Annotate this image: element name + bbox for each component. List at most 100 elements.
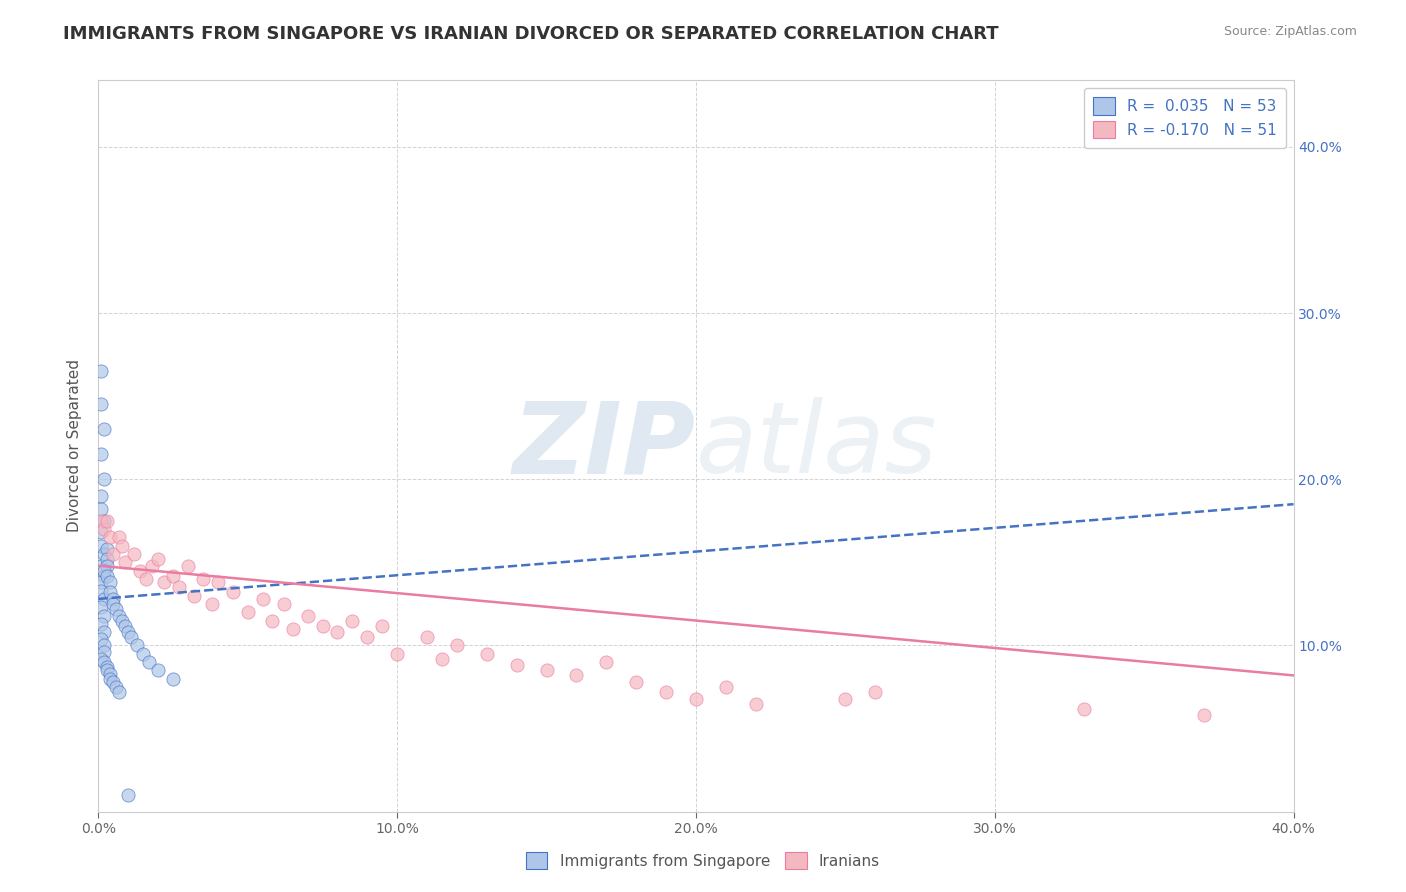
Point xyxy=(124,547,146,561)
Point xyxy=(103,591,125,606)
Point xyxy=(117,788,139,802)
Point xyxy=(167,580,190,594)
Point xyxy=(162,672,184,686)
Point xyxy=(356,630,378,644)
Point xyxy=(153,575,176,590)
Point xyxy=(141,558,163,573)
Point xyxy=(132,647,155,661)
Point xyxy=(108,608,131,623)
Point xyxy=(93,591,115,606)
Point xyxy=(446,639,468,653)
Point xyxy=(201,597,224,611)
Point xyxy=(96,514,118,528)
Point xyxy=(252,591,274,606)
Point xyxy=(626,675,648,690)
Point xyxy=(326,625,349,640)
Point xyxy=(177,558,200,573)
Point xyxy=(105,602,128,616)
Point xyxy=(207,575,229,590)
Point xyxy=(103,597,125,611)
Point xyxy=(93,422,115,436)
Point xyxy=(90,600,112,615)
Point xyxy=(90,558,112,573)
Point xyxy=(714,680,737,694)
Point xyxy=(117,625,139,640)
Point xyxy=(191,572,214,586)
Point xyxy=(93,645,115,659)
Point xyxy=(281,622,304,636)
Point xyxy=(745,697,768,711)
Point xyxy=(90,447,112,461)
Point xyxy=(103,547,125,561)
Point xyxy=(93,472,115,486)
Point xyxy=(98,672,122,686)
Point xyxy=(114,618,136,632)
Point xyxy=(1192,708,1215,723)
Point xyxy=(183,589,205,603)
Point xyxy=(595,655,617,669)
Point xyxy=(93,568,115,582)
Point xyxy=(108,530,131,544)
Point xyxy=(96,568,118,582)
Point xyxy=(865,685,887,699)
Point xyxy=(90,364,112,378)
Point xyxy=(93,522,115,536)
Point xyxy=(96,542,118,557)
Point xyxy=(685,691,707,706)
Point xyxy=(103,675,125,690)
Point xyxy=(430,652,453,666)
Point xyxy=(90,652,112,666)
Legend: Immigrants from Singapore, Iranians: Immigrants from Singapore, Iranians xyxy=(520,846,886,875)
Point xyxy=(385,647,409,661)
Point xyxy=(90,525,112,540)
Point xyxy=(127,639,149,653)
Point xyxy=(135,572,157,586)
Point xyxy=(98,575,122,590)
Legend: R =  0.035   N = 53, R = -0.170   N = 51: R = 0.035 N = 53, R = -0.170 N = 51 xyxy=(1084,88,1286,148)
Point xyxy=(90,575,112,590)
Point xyxy=(93,547,115,561)
Point xyxy=(148,552,170,566)
Point xyxy=(342,614,364,628)
Point xyxy=(93,608,115,623)
Point xyxy=(162,568,184,582)
Point xyxy=(1073,701,1095,715)
Point xyxy=(371,618,394,632)
Point xyxy=(90,514,112,528)
Y-axis label: Divorced or Separated: Divorced or Separated xyxy=(67,359,83,533)
Point xyxy=(111,539,134,553)
Point xyxy=(93,639,115,653)
Point xyxy=(90,502,112,516)
Point xyxy=(98,666,122,681)
Point xyxy=(236,605,259,619)
Text: IMMIGRANTS FROM SINGAPORE VS IRANIAN DIVORCED OR SEPARATED CORRELATION CHART: IMMIGRANTS FROM SINGAPORE VS IRANIAN DIV… xyxy=(63,25,998,43)
Text: Source: ZipAtlas.com: Source: ZipAtlas.com xyxy=(1223,25,1357,38)
Point xyxy=(565,668,588,682)
Point xyxy=(273,597,295,611)
Point xyxy=(93,514,115,528)
Text: atlas: atlas xyxy=(696,398,938,494)
Point xyxy=(93,655,115,669)
Point xyxy=(222,585,245,599)
Point xyxy=(93,625,115,640)
Point xyxy=(114,555,136,569)
Point xyxy=(834,691,856,706)
Point xyxy=(108,685,131,699)
Point xyxy=(90,616,112,631)
Point xyxy=(506,658,529,673)
Point xyxy=(96,660,118,674)
Point xyxy=(148,664,170,678)
Point xyxy=(111,614,134,628)
Point xyxy=(90,539,112,553)
Point xyxy=(138,655,160,669)
Point xyxy=(98,530,122,544)
Point xyxy=(475,647,498,661)
Point xyxy=(98,585,122,599)
Point xyxy=(90,489,112,503)
Point xyxy=(120,630,142,644)
Point xyxy=(96,558,118,573)
Point xyxy=(96,664,118,678)
Point xyxy=(260,614,283,628)
Point xyxy=(655,685,678,699)
Point xyxy=(90,397,112,411)
